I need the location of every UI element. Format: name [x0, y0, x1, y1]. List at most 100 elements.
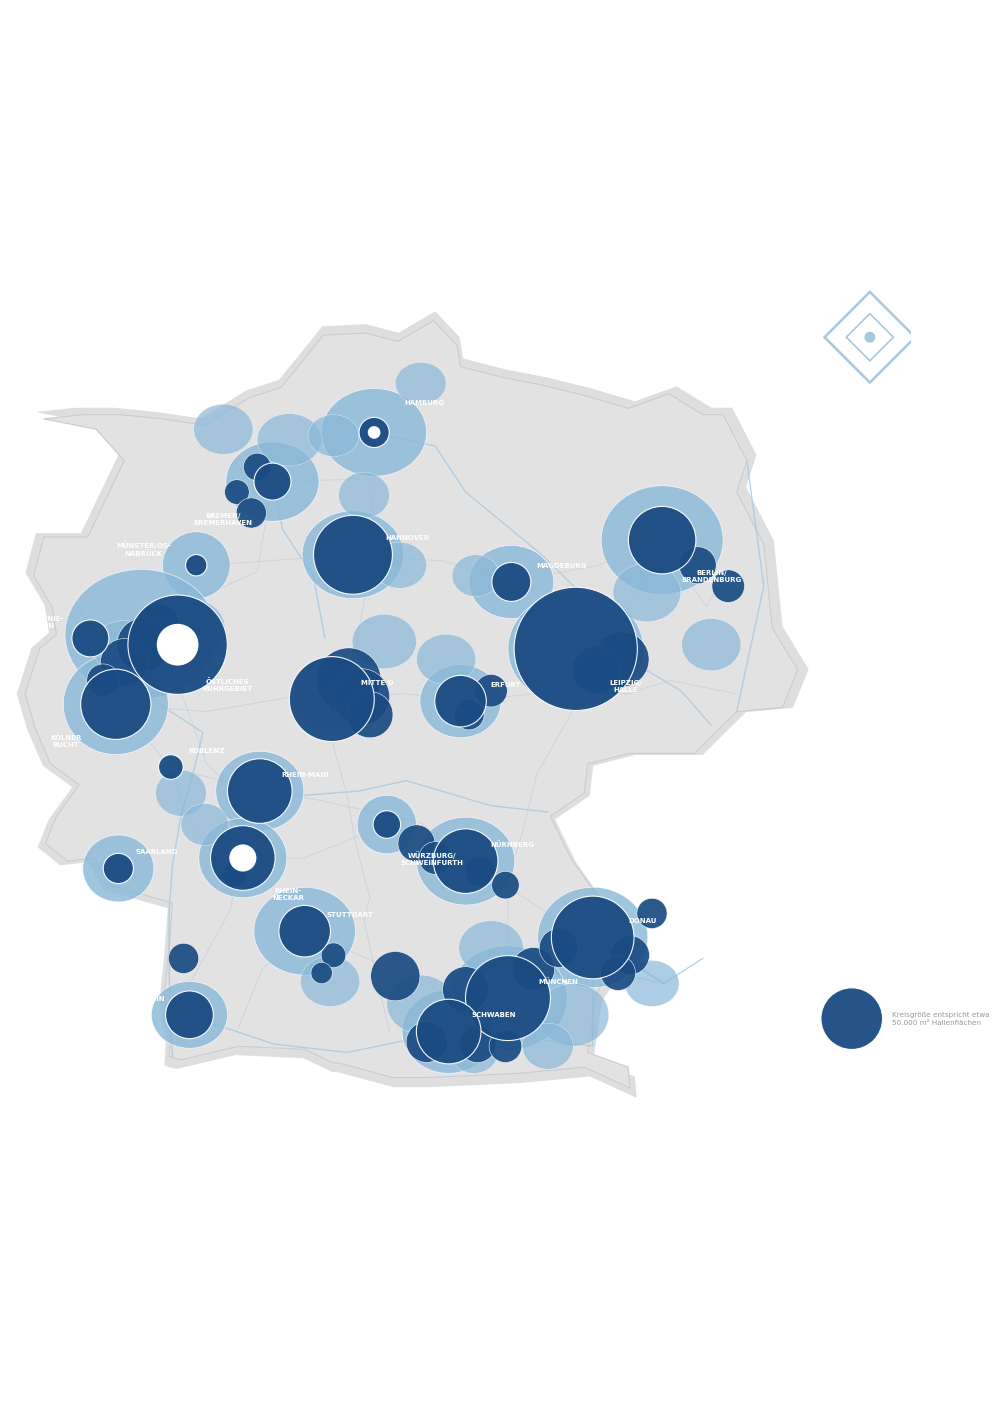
Ellipse shape — [338, 473, 390, 518]
Text: LEIPZIG/
HALLE: LEIPZIG/ HALLE — [609, 680, 642, 693]
Ellipse shape — [538, 984, 609, 1047]
Circle shape — [321, 943, 346, 968]
Circle shape — [492, 871, 519, 899]
Circle shape — [514, 588, 637, 710]
Circle shape — [159, 755, 184, 779]
Circle shape — [222, 863, 247, 887]
Circle shape — [572, 645, 620, 693]
Circle shape — [310, 962, 332, 984]
Circle shape — [128, 595, 227, 694]
Ellipse shape — [523, 1023, 573, 1069]
Text: ÖSTLICHES
RUHRGEBIET: ÖSTLICHES RUHRGEBIET — [202, 679, 253, 693]
Circle shape — [610, 936, 650, 975]
Ellipse shape — [613, 563, 681, 622]
Text: DONAU: DONAU — [628, 918, 657, 925]
Circle shape — [864, 331, 875, 342]
Ellipse shape — [321, 389, 427, 477]
Ellipse shape — [193, 404, 253, 455]
Circle shape — [227, 759, 292, 824]
Circle shape — [359, 417, 389, 448]
Circle shape — [254, 463, 291, 499]
Ellipse shape — [198, 818, 287, 898]
Ellipse shape — [254, 887, 355, 975]
Text: SAARLAND: SAARLAND — [135, 849, 178, 856]
Ellipse shape — [64, 570, 217, 699]
Ellipse shape — [181, 804, 228, 846]
Circle shape — [434, 829, 498, 894]
Text: OBERRHEIN: OBERRHEIN — [120, 996, 166, 1002]
Ellipse shape — [420, 665, 501, 738]
Circle shape — [552, 897, 634, 979]
Ellipse shape — [417, 817, 515, 905]
Text: HAMBURG: HAMBURG — [404, 400, 444, 407]
Ellipse shape — [352, 615, 417, 669]
Ellipse shape — [309, 415, 359, 456]
Circle shape — [80, 669, 151, 739]
Ellipse shape — [163, 532, 230, 599]
Text: ERFURT: ERFURT — [491, 682, 521, 687]
Circle shape — [434, 675, 486, 727]
Ellipse shape — [82, 835, 154, 902]
Circle shape — [316, 648, 381, 713]
Ellipse shape — [226, 442, 319, 522]
Circle shape — [243, 453, 271, 481]
Ellipse shape — [372, 542, 427, 588]
Ellipse shape — [357, 796, 417, 854]
Ellipse shape — [63, 654, 169, 755]
Circle shape — [100, 638, 148, 686]
Circle shape — [465, 955, 551, 1041]
Text: BREMEN/
BREMERHAVEN: BREMEN/ BREMERHAVEN — [193, 513, 252, 526]
Circle shape — [637, 898, 667, 929]
Circle shape — [459, 1026, 496, 1062]
Circle shape — [186, 554, 207, 575]
Ellipse shape — [303, 511, 404, 599]
Circle shape — [475, 675, 507, 707]
Circle shape — [492, 563, 531, 602]
Ellipse shape — [156, 770, 206, 817]
Circle shape — [442, 967, 489, 1013]
Ellipse shape — [459, 920, 523, 975]
Ellipse shape — [538, 887, 648, 988]
Text: KÖLNER
BUCHT: KÖLNER BUCHT — [51, 734, 81, 748]
Circle shape — [138, 603, 179, 644]
Circle shape — [417, 999, 481, 1063]
Circle shape — [373, 811, 401, 839]
Ellipse shape — [152, 981, 227, 1048]
Ellipse shape — [92, 620, 157, 673]
Ellipse shape — [294, 657, 370, 731]
Ellipse shape — [257, 414, 321, 466]
Circle shape — [333, 669, 390, 725]
Text: BERLIN/
BRANDENBURG: BERLIN/ BRANDENBURG — [682, 570, 742, 582]
Circle shape — [103, 853, 133, 884]
Circle shape — [489, 1030, 522, 1062]
Ellipse shape — [625, 961, 680, 1006]
Circle shape — [71, 620, 109, 657]
Text: STUTTGART: STUTTGART — [326, 912, 373, 918]
Text: MÜNSTER/OS-
NABRÜCK: MÜNSTER/OS- NABRÜCK — [116, 542, 172, 557]
Circle shape — [371, 951, 420, 1000]
Text: Kreisgröße entspricht etwa
50.000 m² Hallenflächen: Kreisgröße entspricht etwa 50.000 m² Hal… — [892, 1012, 989, 1026]
Ellipse shape — [469, 546, 554, 619]
Circle shape — [313, 515, 393, 595]
Text: SCHWABEN: SCHWABEN — [472, 1012, 516, 1019]
Circle shape — [601, 955, 636, 991]
Circle shape — [512, 947, 555, 991]
Circle shape — [398, 825, 434, 861]
Circle shape — [224, 480, 249, 504]
Circle shape — [86, 664, 119, 696]
Ellipse shape — [301, 957, 360, 1006]
Circle shape — [540, 929, 578, 968]
Text: MAGDEBURG: MAGDEBURG — [536, 563, 586, 568]
Circle shape — [465, 856, 495, 887]
Ellipse shape — [448, 946, 567, 1051]
Ellipse shape — [402, 989, 495, 1073]
Circle shape — [157, 624, 198, 665]
Text: MÜNCHEN: MÜNCHEN — [538, 978, 577, 985]
Ellipse shape — [450, 1031, 498, 1073]
Circle shape — [712, 570, 745, 602]
Text: KOBLENZ: KOBLENZ — [188, 748, 225, 753]
Circle shape — [821, 988, 883, 1049]
Text: NÜRNBERG: NÜRNBERG — [491, 842, 535, 849]
Circle shape — [680, 547, 716, 584]
Ellipse shape — [601, 485, 723, 595]
